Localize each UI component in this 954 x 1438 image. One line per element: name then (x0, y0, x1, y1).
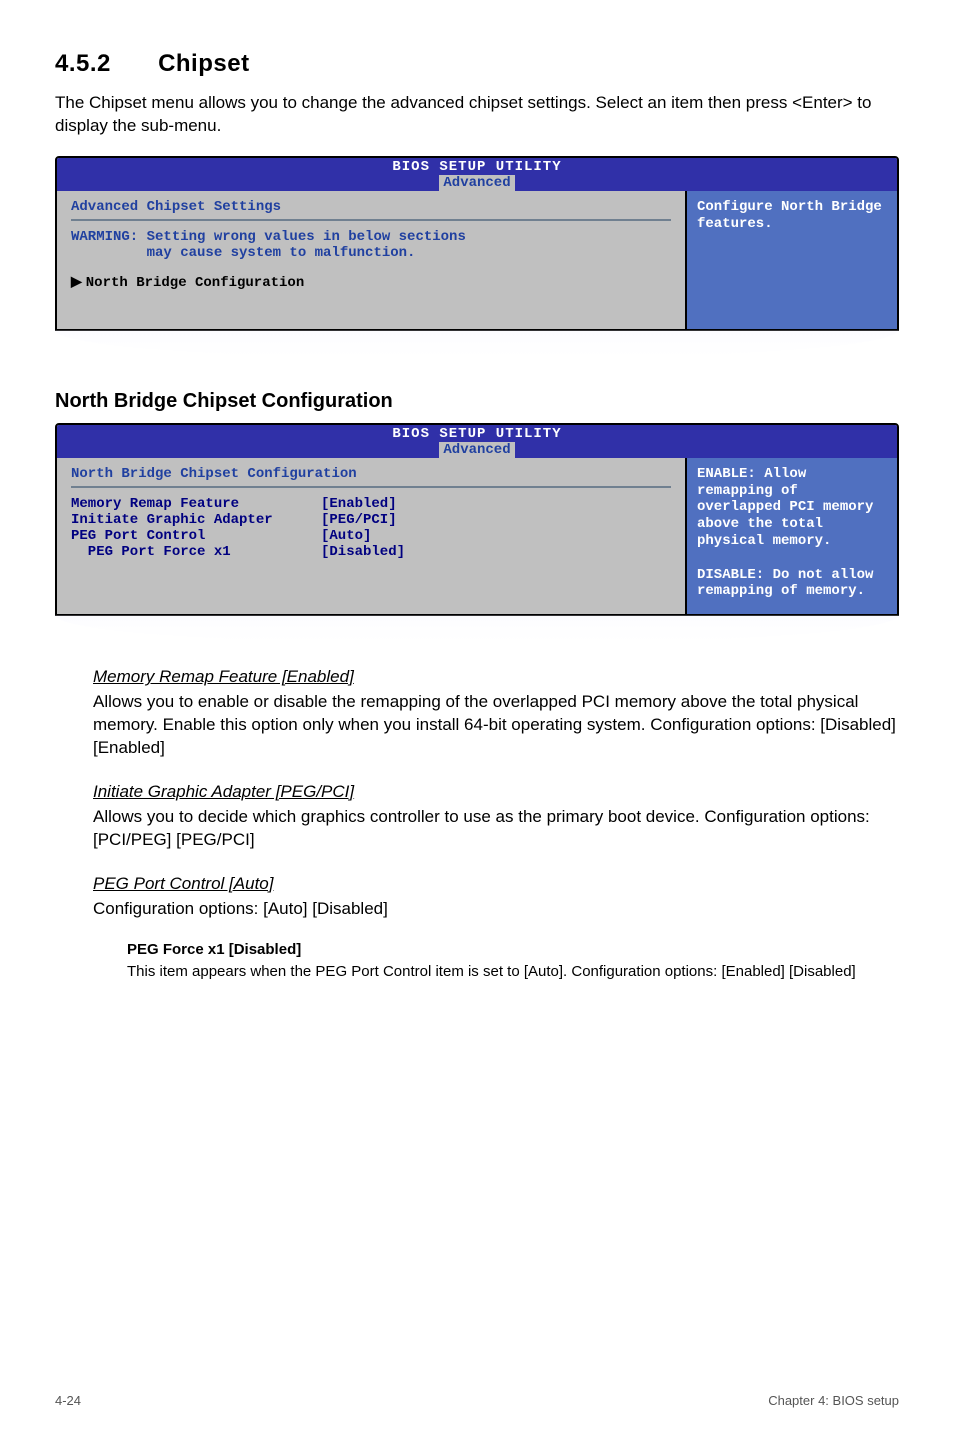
item-body: Allows you to decide which graphics cont… (93, 806, 899, 852)
setting-key: PEG Port Force x1 (71, 544, 321, 560)
panel2-title: North Bridge Chipset Configuration (71, 466, 671, 482)
item-body: Allows you to enable or disable the rema… (93, 691, 899, 760)
bios-tab-advanced[interactable]: Advanced (439, 442, 514, 458)
bios-header: BIOS SETUP UTILITY Advanced (57, 158, 897, 191)
panel1-title: Advanced Chipset Settings (71, 199, 671, 215)
section-number: 4.5.2 (55, 50, 111, 78)
bios-utility-title: BIOS SETUP UTILITY (57, 158, 897, 175)
item-title: PEG Port Control [Auto] (93, 874, 899, 894)
bios-left-pane: Advanced Chipset Settings WARMING: Setti… (57, 191, 687, 329)
bios-right-pane: ENABLE: Allow remapping of overlapped PC… (687, 458, 897, 614)
setting-key: PEG Port Control (71, 528, 321, 544)
divider (71, 219, 671, 221)
setting-key: Initiate Graphic Adapter (71, 512, 321, 528)
setting-value: [Disabled] (321, 544, 405, 560)
north-bridge-config-item[interactable]: ▶North Bridge Configuration (71, 273, 671, 291)
sub-heading: North Bridge Chipset Configuration (55, 390, 899, 413)
item-title: Memory Remap Feature [Enabled] (93, 667, 899, 687)
sub-item-peg-force-x1: PEG Force x1 [Disabled] This item appear… (127, 941, 899, 982)
panel1-warning-line2: may cause system to malfunction. (71, 245, 671, 261)
bios-panel-north-bridge: BIOS SETUP UTILITY Advanced North Bridge… (55, 423, 899, 645)
setting-row-peg-port-force[interactable]: PEG Port Force x1 [Disabled] (71, 544, 671, 560)
bios-left-pane: North Bridge Chipset Configuration Memor… (57, 458, 687, 614)
page-footer: 4-24 Chapter 4: BIOS setup (0, 1393, 954, 1408)
section-title: Chipset (158, 50, 250, 77)
bios-right-pane: Configure North Bridge features. (687, 191, 897, 329)
intro-text: The Chipset menu allows you to change th… (55, 92, 899, 138)
bios-utility-title: BIOS SETUP UTILITY (57, 425, 897, 442)
fade-effect (55, 330, 899, 360)
item-initiate-graphic: Initiate Graphic Adapter [PEG/PCI] Allow… (93, 782, 899, 852)
setting-value: [Enabled] (321, 496, 397, 512)
bios-panel-advanced-chipset: BIOS SETUP UTILITY Advanced Advanced Chi… (55, 156, 899, 360)
divider (71, 486, 671, 488)
sub-item-title: PEG Force x1 [Disabled] (127, 941, 899, 958)
sub-item-body: This item appears when the PEG Port Cont… (127, 962, 899, 982)
item-peg-port-control: PEG Port Control [Auto] Configuration op… (93, 874, 899, 921)
item-memory-remap: Memory Remap Feature [Enabled] Allows yo… (93, 667, 899, 760)
chapter-label: Chapter 4: BIOS setup (768, 1393, 899, 1408)
section-heading: 4.5.2 Chipset (55, 50, 899, 78)
panel2-help-text: ENABLE: Allow remapping of overlapped PC… (697, 466, 887, 600)
setting-row-peg-port-control[interactable]: PEG Port Control [Auto] (71, 528, 671, 544)
item-body: Configuration options: [Auto] [Disabled] (93, 898, 899, 921)
setting-row-memory-remap[interactable]: Memory Remap Feature [Enabled] (71, 496, 671, 512)
page-number: 4-24 (55, 1393, 81, 1408)
fade-effect (55, 615, 899, 645)
setting-value: [Auto] (321, 528, 371, 544)
setting-row-initiate-graphic[interactable]: Initiate Graphic Adapter [PEG/PCI] (71, 512, 671, 528)
item-title: Initiate Graphic Adapter [PEG/PCI] (93, 782, 899, 802)
triangle-icon: ▶ (71, 273, 82, 289)
bios-tab-advanced[interactable]: Advanced (439, 175, 514, 191)
nav-item-label: North Bridge Configuration (86, 275, 304, 291)
setting-value: [PEG/PCI] (321, 512, 397, 528)
setting-key: Memory Remap Feature (71, 496, 321, 512)
panel1-warning-line1: WARMING: Setting wrong values in below s… (71, 229, 671, 245)
panel1-help-text: Configure North Bridge features. (697, 199, 887, 233)
bios-header: BIOS SETUP UTILITY Advanced (57, 425, 897, 458)
